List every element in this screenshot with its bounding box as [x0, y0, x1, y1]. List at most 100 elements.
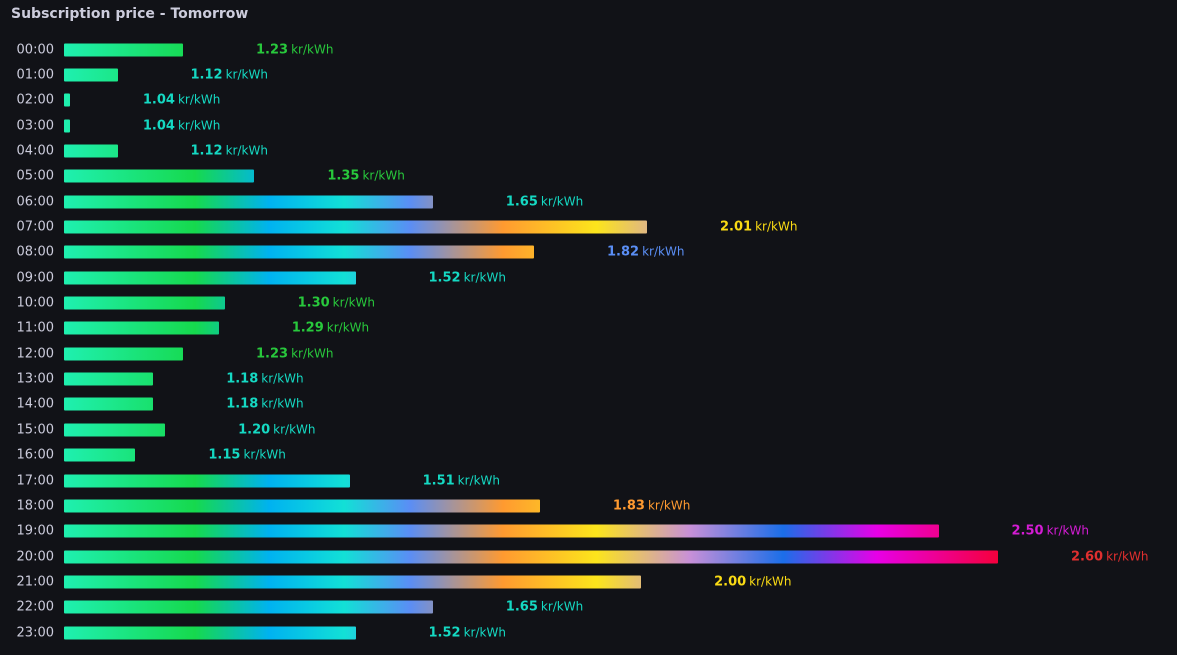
hour-tick-label: 22:00: [16, 599, 54, 615]
price-value-label: 1.20 kr/kWh: [238, 422, 315, 437]
price-unit: kr/kWh: [457, 473, 501, 487]
panel-title[interactable]: Subscription price - Tomorrow: [11, 6, 249, 22]
bar-row: 07:00 2.01 kr/kWh: [0, 215, 1177, 240]
price-bar[interactable]: [64, 347, 183, 361]
price-value-label: 2.00 kr/kWh: [714, 574, 791, 589]
price-value-label: 1.04 kr/kWh: [143, 118, 220, 133]
price-value-label: 1.18 kr/kWh: [226, 397, 303, 412]
price-value-label: 1.51 kr/kWh: [423, 473, 500, 488]
bar-row: 18:00 1.83 kr/kWh: [0, 493, 1177, 518]
hour-tick-label: 18:00: [16, 498, 54, 514]
price-unit: kr/kWh: [749, 574, 792, 589]
price-value: 1.51: [422, 473, 455, 488]
price-bar[interactable]: [64, 119, 70, 133]
price-value-label: 1.23 kr/kWh: [256, 42, 333, 57]
price-value-label: 1.29 kr/kWh: [292, 321, 369, 336]
price-bar[interactable]: [64, 93, 70, 107]
hour-tick-label: 04:00: [16, 143, 54, 159]
price-value: 1.30: [297, 295, 330, 311]
bar-row: 05:00 1.35 kr/kWh: [0, 164, 1177, 189]
price-value-label: 1.35 kr/kWh: [327, 169, 404, 184]
price-value: 2.50: [1011, 523, 1044, 539]
price-bar[interactable]: [64, 68, 118, 82]
price-value: 2.01: [720, 219, 753, 235]
price-unit: kr/kWh: [326, 320, 370, 335]
price-bar[interactable]: [64, 43, 183, 56]
price-bar[interactable]: [64, 550, 998, 563]
bar-row: 17:00 1.51 kr/kWh: [0, 468, 1177, 493]
price-bar[interactable]: [64, 245, 534, 259]
price-bar[interactable]: [64, 195, 433, 209]
price-bar[interactable]: [64, 626, 356, 640]
price-value-label: 1.52 kr/kWh: [429, 625, 506, 640]
bar-row: 06:00 1.65 kr/kWh: [0, 189, 1177, 214]
price-value-label: 2.60 kr/kWh: [1071, 549, 1148, 564]
bar-row: 16:00 1.15 kr/kWh: [0, 443, 1177, 468]
price-value: 1.15: [208, 447, 241, 463]
price-value: 2.00: [714, 574, 747, 590]
price-bar[interactable]: [64, 321, 219, 335]
price-value-label: 1.15 kr/kWh: [208, 448, 285, 463]
price-value: 1.82: [607, 244, 640, 260]
hour-tick-label: 16:00: [16, 447, 54, 463]
hour-tick-label: 15:00: [16, 422, 54, 438]
hour-tick-label: 02:00: [16, 92, 54, 108]
price-value: 1.65: [505, 599, 538, 615]
price-value: 1.23: [256, 346, 289, 362]
price-bar[interactable]: [64, 600, 433, 614]
hour-tick-label: 07:00: [16, 219, 54, 235]
price-unit: kr/kWh: [362, 168, 405, 183]
price-value-label: 1.65 kr/kWh: [506, 600, 583, 615]
price-unit: kr/kWh: [273, 422, 316, 437]
hour-tick-label: 03:00: [16, 118, 54, 134]
price-value: 1.29: [291, 320, 324, 336]
price-unit: kr/kWh: [755, 219, 798, 234]
hour-tick-label: 05:00: [16, 168, 54, 184]
price-bar[interactable]: [64, 397, 154, 411]
price-unit: kr/kWh: [647, 498, 691, 513]
price-bar[interactable]: [64, 575, 642, 589]
bar-row: 21:00 2.00 kr/kWh: [0, 569, 1177, 594]
bar-row: 19:00 2.50 kr/kWh: [0, 519, 1177, 544]
price-unit: kr/kWh: [1106, 549, 1149, 563]
hour-tick-label: 01:00: [16, 67, 54, 83]
price-unit: kr/kWh: [261, 396, 304, 411]
hour-tick-label: 09:00: [16, 270, 54, 286]
price-bar[interactable]: [64, 474, 350, 487]
price-bar[interactable]: [64, 423, 166, 437]
price-bar[interactable]: [64, 448, 136, 462]
price-value: 1.04: [142, 92, 175, 108]
bar-row: 23:00 1.52 kr/kWh: [0, 620, 1177, 645]
bar-row: 01:00 1.12 kr/kWh: [0, 62, 1177, 87]
price-unit: kr/kWh: [243, 447, 286, 462]
price-bar[interactable]: [64, 271, 356, 285]
price-value-label: 1.65 kr/kWh: [506, 194, 583, 209]
price-unit: kr/kWh: [177, 92, 221, 107]
price-bar[interactable]: [64, 220, 647, 234]
price-unit: kr/kWh: [540, 194, 584, 209]
bar-row: 22:00 1.65 kr/kWh: [0, 595, 1177, 620]
price-value-label: 1.18 kr/kWh: [226, 372, 303, 387]
hour-tick-label: 23:00: [16, 625, 54, 641]
price-bar[interactable]: [64, 524, 939, 538]
price-value: 1.52: [428, 625, 461, 641]
price-bar[interactable]: [64, 169, 255, 183]
hour-tick-label: 12:00: [16, 346, 54, 362]
price-value: 1.18: [226, 396, 259, 412]
price-unit: kr/kWh: [225, 143, 268, 158]
bar-row: 08:00 1.82 kr/kWh: [0, 240, 1177, 265]
price-bar[interactable]: [64, 372, 154, 386]
hour-tick-label: 06:00: [16, 194, 54, 210]
price-value: 1.18: [226, 371, 259, 387]
price-bar[interactable]: [64, 144, 118, 158]
bar-row: 04:00 1.12 kr/kWh: [0, 138, 1177, 163]
price-unit: kr/kWh: [540, 599, 584, 614]
price-bar[interactable]: [64, 499, 540, 513]
bar-row: 13:00 1.18 kr/kWh: [0, 367, 1177, 392]
price-value-label: 1.23 kr/kWh: [256, 346, 333, 361]
price-unit: kr/kWh: [642, 244, 685, 259]
price-bar[interactable]: [64, 296, 225, 310]
price-value-label: 1.04 kr/kWh: [143, 93, 220, 108]
bar-row: 12:00 1.23 kr/kWh: [0, 341, 1177, 366]
